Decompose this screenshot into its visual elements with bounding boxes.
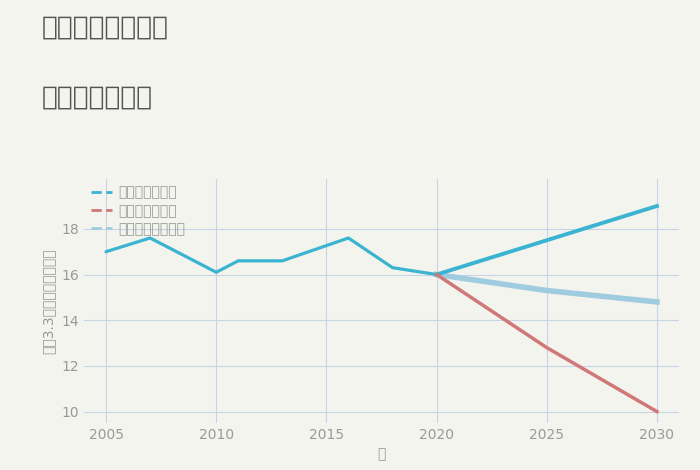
Legend: グッドシナリオ, バッドシナリオ, ノーマルシナリオ: グッドシナリオ, バッドシナリオ, ノーマルシナリオ [91, 186, 186, 236]
Text: 土地の価格推移: 土地の価格推移 [42, 85, 153, 110]
Text: 千葉県市原市中の: 千葉県市原市中の [42, 14, 169, 40]
Y-axis label: 坪（3.3㎡）単価（万円）: 坪（3.3㎡）単価（万円） [42, 248, 56, 353]
X-axis label: 年: 年 [377, 447, 386, 462]
